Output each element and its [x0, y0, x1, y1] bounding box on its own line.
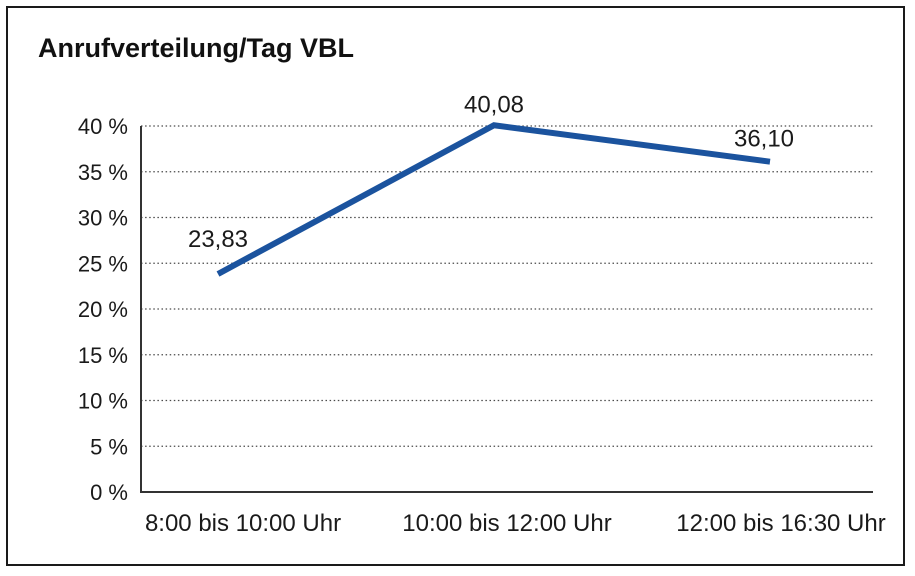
y-tick-label: 20 %: [78, 297, 128, 322]
data-series-line: [216, 122, 771, 277]
data-point-label: 23,83: [188, 226, 248, 253]
y-tick-label: 30 %: [78, 206, 128, 231]
data-point-label: 40,08: [464, 91, 524, 118]
y-tick-label: 40 %: [78, 114, 128, 139]
y-tick-label: 35 %: [78, 160, 128, 185]
x-tick-label: 10:00 bis 12:00 Uhr: [402, 510, 611, 537]
y-tick-label: 5 %: [90, 434, 128, 459]
x-tick-label: 12:00 bis 16:30 Uhr: [676, 510, 885, 537]
x-tick-label: 8:00 bis 10:00 Uhr: [145, 510, 341, 537]
y-tick-label: 15 %: [78, 343, 128, 368]
y-tick-label: 0 %: [90, 480, 128, 505]
chart-title: Anrufverteilung/Tag VBL: [38, 33, 355, 63]
y-tick-label: 10 %: [78, 389, 128, 414]
data-point-label: 36,10: [734, 126, 794, 153]
chart-border-frame: [6, 6, 905, 566]
y-tick-label: 25 %: [78, 251, 128, 276]
